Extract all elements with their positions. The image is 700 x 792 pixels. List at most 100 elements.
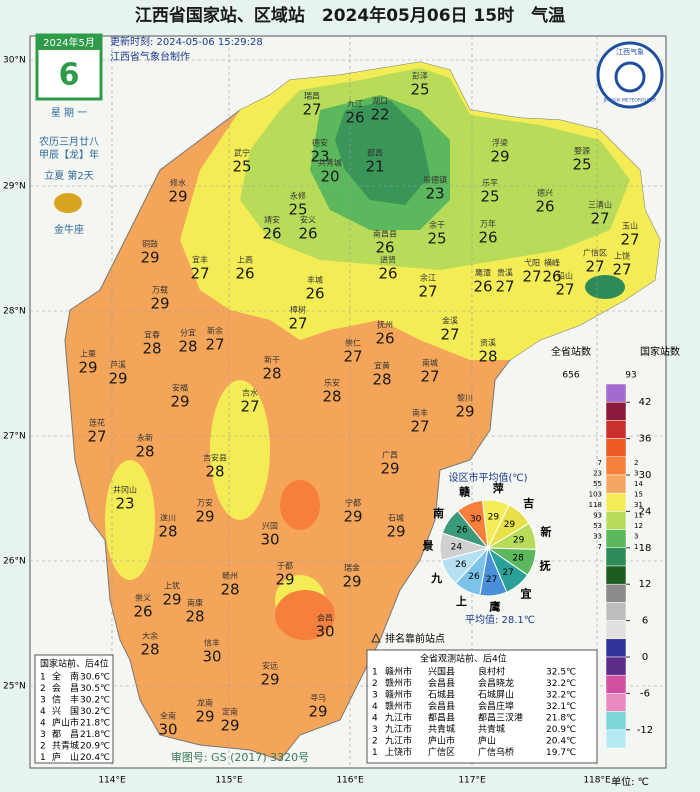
pie-city: 新	[541, 525, 552, 539]
station-value: 29	[275, 571, 294, 589]
station-value: 29	[343, 508, 362, 526]
hot-zone	[280, 480, 320, 530]
logo-top: 江西气象	[616, 47, 644, 56]
warm-zone	[210, 380, 270, 520]
ranking-note: 排名靠前站点	[385, 632, 445, 645]
pie-value: 27	[486, 575, 497, 585]
rank-cell: 赣州市	[385, 700, 412, 712]
colorbar-band	[605, 674, 627, 694]
station-value: 27	[590, 210, 609, 228]
rank-cell: 庐山市	[52, 717, 79, 729]
station-value: 29	[490, 148, 509, 166]
station-name: 安义	[300, 215, 316, 225]
station-name: 龙南	[197, 698, 213, 708]
station-name: 万安	[197, 498, 213, 508]
station-name: 信丰	[204, 638, 220, 648]
station-value: 26	[133, 603, 152, 621]
colorbar-label: 12	[639, 579, 652, 590]
colorbar-label: -6	[640, 688, 650, 699]
count-all: 53	[593, 522, 602, 530]
station-name: 大余	[142, 631, 158, 641]
pie-value: 30	[470, 514, 482, 524]
station-name: 黎川	[457, 393, 473, 403]
station-value: 28	[478, 348, 497, 366]
station-name: 德兴	[537, 188, 553, 198]
station-value: 28	[220, 581, 239, 599]
pie-city: 鹰	[489, 600, 500, 614]
station-value: 26	[262, 225, 281, 243]
count-national: 15	[634, 491, 643, 499]
map-review: 审图号: GS (2017) 3320号	[171, 750, 309, 764]
station-value: 29	[78, 359, 97, 377]
calendar-ganzhi: 甲辰【龙】年	[39, 148, 99, 161]
rank-cell: 信 丰	[52, 694, 79, 706]
station-value: 27	[190, 265, 209, 283]
rank-cell: 都昌县	[428, 713, 455, 724]
count-all: 23	[593, 470, 602, 478]
station-value: 30	[158, 721, 177, 739]
station-name: 进贤	[380, 256, 396, 265]
rank-cell: 1	[40, 753, 46, 763]
rank-cell: 20.9℃	[546, 725, 576, 735]
station-value: 26	[378, 265, 397, 283]
station-value: 30	[260, 531, 279, 549]
station-name: 三清山	[588, 200, 612, 210]
station-name: 乐安	[324, 378, 340, 388]
station-name: 崇仁	[345, 338, 361, 348]
pie-city: 景	[422, 539, 434, 552]
rank-cell: 20.9℃	[80, 742, 110, 752]
calendar-lunar: 农历三月廿八	[39, 135, 99, 148]
station-name: 宜黄	[374, 361, 390, 371]
station-name: 赣州	[222, 571, 238, 581]
station-value: 29	[260, 671, 279, 689]
station-value: 25	[232, 158, 251, 176]
rank-cell: 九江市	[385, 723, 412, 735]
station-name: 金溪	[442, 316, 458, 326]
rank-cell: 32.1℃	[546, 702, 576, 712]
rank-cell: 20.4℃	[546, 737, 576, 747]
count-all: 33	[593, 533, 602, 541]
station-value: 29	[162, 591, 181, 609]
logo-mark	[614, 61, 646, 93]
colorbar-label: -12	[637, 725, 653, 736]
station-name: 遂川	[160, 513, 176, 523]
station-value: 28	[185, 608, 204, 626]
lon-label: 116°E	[336, 776, 364, 786]
rank-cell: 都昌三汊港	[478, 712, 523, 724]
colorbar-band	[605, 620, 627, 640]
station-value: 26	[305, 285, 324, 303]
station-name: 分宜	[180, 328, 196, 338]
pie-value: 24	[451, 543, 463, 553]
colorbar-band	[605, 474, 627, 494]
station-name: 樟树	[290, 305, 306, 315]
station-name: 修水	[170, 178, 186, 188]
station-value: 28	[140, 641, 159, 659]
legend-col2: 国家站数	[640, 345, 680, 358]
pie-value: 29	[504, 520, 516, 530]
count-national: 11	[634, 512, 643, 520]
rank-cell: 会 昌	[52, 682, 79, 694]
rank-cell: 广信区	[428, 746, 455, 758]
colorbar-band	[605, 583, 627, 603]
station-value: 27	[555, 281, 574, 299]
colorbar-band	[605, 401, 627, 421]
colorbar-label: 18	[639, 543, 652, 554]
pie-city: 赣	[459, 485, 471, 499]
calendar: 2024年5月 6 星 期 一 农历三月廿八 甲辰【龙】年 立夏 第2天 金牛座	[35, 33, 103, 236]
station-name: 上饶	[614, 251, 630, 261]
station-name: 安远	[262, 661, 278, 671]
station-name: 宜春	[144, 330, 160, 340]
pie-value: 26	[456, 526, 468, 536]
station-value: 27	[522, 268, 541, 286]
station-name: 上犹	[164, 581, 180, 591]
colorbar-band	[605, 420, 627, 439]
station-name: 宜丰	[192, 255, 208, 265]
rank-cell: 2	[372, 737, 378, 747]
station-name: 南康	[187, 598, 203, 608]
pie-city: 萍	[493, 481, 504, 495]
station-value: 27	[288, 315, 307, 333]
station-value: 26	[298, 225, 317, 243]
station-name: 弋阳	[524, 258, 540, 268]
station-name: 靖安	[264, 215, 280, 225]
station-name: 余干	[429, 220, 445, 230]
